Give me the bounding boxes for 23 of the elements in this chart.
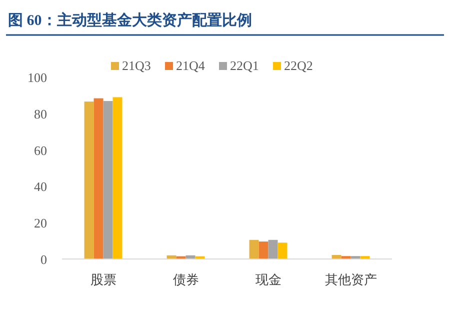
legend-label: 21Q3: [122, 58, 151, 73]
x-tick-label: 现金: [255, 272, 282, 287]
x-tick-label: 其他资产: [324, 272, 377, 287]
legend-label: 22Q2: [284, 58, 313, 73]
x-tick-label: 股票: [90, 272, 116, 287]
bar: [84, 102, 94, 259]
y-tick-label: 60: [34, 142, 47, 158]
y-tick-label: 40: [34, 179, 47, 194]
bar: [103, 101, 113, 259]
y-tick-label: 80: [34, 106, 47, 122]
bar: [94, 98, 104, 259]
chart-title: 图 60：主动型基金大类资产配置比例: [8, 11, 252, 29]
bar: [268, 240, 278, 259]
bar: [258, 242, 268, 259]
legend-label: 22Q1: [230, 58, 259, 73]
y-tick-label: 0: [40, 252, 47, 267]
y-tick-label: 20: [34, 216, 47, 231]
legend-label: 21Q4: [176, 58, 206, 73]
bar: [249, 240, 259, 259]
x-tick-label: 债券: [172, 272, 199, 287]
bar: [278, 242, 288, 259]
y-tick-label: 100: [28, 70, 47, 85]
bar: [112, 97, 122, 259]
